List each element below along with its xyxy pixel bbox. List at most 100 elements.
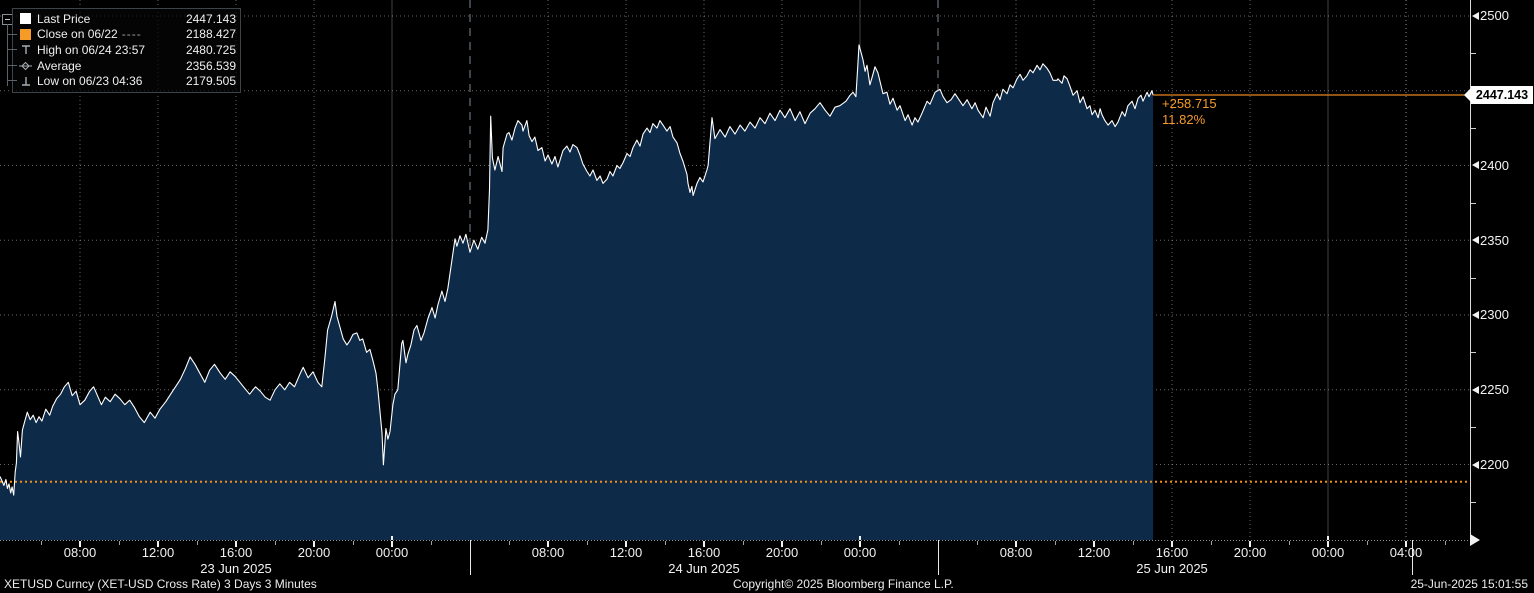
price-change-annotation: +258.715 11.82% <box>1162 96 1217 128</box>
midnight-uptick <box>1327 536 1329 540</box>
legend-box: Last Price 2447.143 Close on 06/22 ---- 2188… <box>12 8 241 93</box>
time-axis-label: 00:00 <box>843 545 877 560</box>
time-minor-tick <box>353 541 354 545</box>
chart-plot-area[interactable] <box>0 0 1470 540</box>
price-axis-label: 2500 <box>1480 8 1509 23</box>
legend-label: Low on 06/23 04:36 <box>37 74 143 89</box>
legend-row[interactable]: Last Price 2447.143 <box>19 11 236 27</box>
legend-row[interactable]: Close on 06/22 ---- 2188.427 <box>19 27 236 43</box>
time-minor-tick <box>1211 541 1212 545</box>
time-minor-tick <box>587 541 588 545</box>
time-tick <box>1015 541 1017 547</box>
legend-tree-branch <box>7 80 17 81</box>
timestamp: 25-Jun-2025 15:01:55 <box>1410 577 1528 591</box>
legend-row[interactable]: Low on 06/23 04:36 2179.505 <box>19 73 236 89</box>
time-axis-label: 12:00 <box>609 545 643 560</box>
time-axis-label: 12:00 <box>1077 545 1111 560</box>
time-minor-tick <box>431 541 432 545</box>
time-axis-arrow-icon <box>1470 534 1480 546</box>
footer-bar: XETUSD Curncy (XET-USD Cross Rate) 3 Day… <box>0 576 1534 593</box>
time-minor-tick <box>743 541 744 545</box>
orange-square-icon <box>19 28 32 40</box>
price-axis-label: 2250 <box>1480 382 1509 397</box>
time-minor-tick <box>665 541 666 545</box>
time-axis-label: 04:00 <box>1389 545 1423 560</box>
legend-tree-branch <box>7 34 17 35</box>
legend-value: 2188.427 <box>185 27 236 42</box>
time-tick <box>1171 541 1173 547</box>
time-tick <box>1093 541 1095 547</box>
time-minor-tick <box>1289 541 1290 545</box>
price-minor-tick <box>1471 53 1476 54</box>
time-minor-tick <box>197 541 198 545</box>
time-axis-label: 12:00 <box>141 545 175 560</box>
time-tick <box>703 541 705 547</box>
time-minor-tick <box>899 541 900 545</box>
legend-label: Average <box>37 58 82 73</box>
legend-value: 2447.143 <box>185 11 236 26</box>
legend-row[interactable]: High on 06/24 23:57 2480.725 <box>19 42 236 58</box>
white-square-icon <box>19 13 32 25</box>
price-minor-tick <box>1471 502 1476 503</box>
time-tick <box>235 541 237 547</box>
price-line <box>0 44 1154 496</box>
legend-value: 2480.725 <box>185 42 236 57</box>
time-tick <box>1327 541 1329 547</box>
time-minor-tick <box>1445 541 1446 545</box>
time-axis-label: 20:00 <box>765 545 799 560</box>
last-price-tag: 2447.143 <box>1464 86 1533 104</box>
price-axis-label: 2350 <box>1480 233 1509 248</box>
date-label: 25 Jun 2025 <box>1136 561 1208 576</box>
time-axis-label: 20:00 <box>297 545 331 560</box>
day-separator-strip-line <box>1412 540 1413 575</box>
date-label: 24 Jun 2025 <box>668 561 740 576</box>
legend-label: Last Price <box>37 11 91 26</box>
time-tick <box>859 541 861 547</box>
legend-tree-branch <box>7 49 17 50</box>
price-tick-arrow-icon <box>1472 386 1479 394</box>
price-tick-arrow-icon <box>1472 311 1479 319</box>
legend-label: High on 06/24 23:57 <box>37 42 146 57</box>
price-change-percent: 11.82% <box>1162 112 1206 127</box>
midnight-uptick <box>391 536 393 540</box>
day-separator-strip-line <box>470 540 471 575</box>
time-minor-tick <box>1055 541 1056 545</box>
security-description: XETUSD Curncy (XET-USD Cross Rate) 3 Day… <box>4 577 317 591</box>
price-tick-arrow-icon <box>1472 236 1479 244</box>
price-change-value: +258.715 <box>1162 96 1217 111</box>
time-minor-tick <box>275 541 276 545</box>
price-axis[interactable]: 2500 2400 2350 2300 2250 2200 <box>1470 0 1534 540</box>
time-tick <box>547 541 549 547</box>
legend-tree-line <box>7 24 8 86</box>
price-tick-arrow-icon <box>1472 461 1479 469</box>
time-axis-line <box>0 540 1470 541</box>
time-axis-label: 08:00 <box>63 545 97 560</box>
time-tick <box>625 541 627 547</box>
midnight-uptick <box>859 536 861 540</box>
price-axis-label: 2400 <box>1480 158 1509 173</box>
time-axis-label: 16:00 <box>219 545 253 560</box>
time-minor-tick <box>821 541 822 545</box>
legend-label: Close on 06/22 <box>37 27 118 42</box>
price-tick-arrow-icon <box>1472 161 1479 169</box>
day-separator-strip-line <box>938 540 939 575</box>
average-marker-icon <box>19 60 32 72</box>
time-axis-label: 08:00 <box>999 545 1033 560</box>
legend-value: 2356.539 <box>185 58 236 73</box>
time-minor-tick <box>1367 541 1368 545</box>
time-axis[interactable]: 08:00 12:00 16:00 20:00 00:00 08:00 12:00 16:00… <box>0 536 1470 576</box>
time-axis-label: 00:00 <box>1311 545 1345 560</box>
time-tick <box>781 541 783 547</box>
high-marker-icon <box>19 44 32 56</box>
time-tick <box>1249 541 1251 547</box>
time-minor-tick <box>41 541 42 545</box>
time-axis-label: 16:00 <box>687 545 721 560</box>
price-axis-label: 2300 <box>1480 307 1509 322</box>
time-tick <box>313 541 315 547</box>
price-tick-arrow-icon <box>1472 12 1479 20</box>
time-axis-label: 20:00 <box>1233 545 1267 560</box>
legend-row[interactable]: Average 2356.539 <box>19 58 236 74</box>
low-marker-icon <box>19 75 32 87</box>
time-minor-tick <box>119 541 120 545</box>
